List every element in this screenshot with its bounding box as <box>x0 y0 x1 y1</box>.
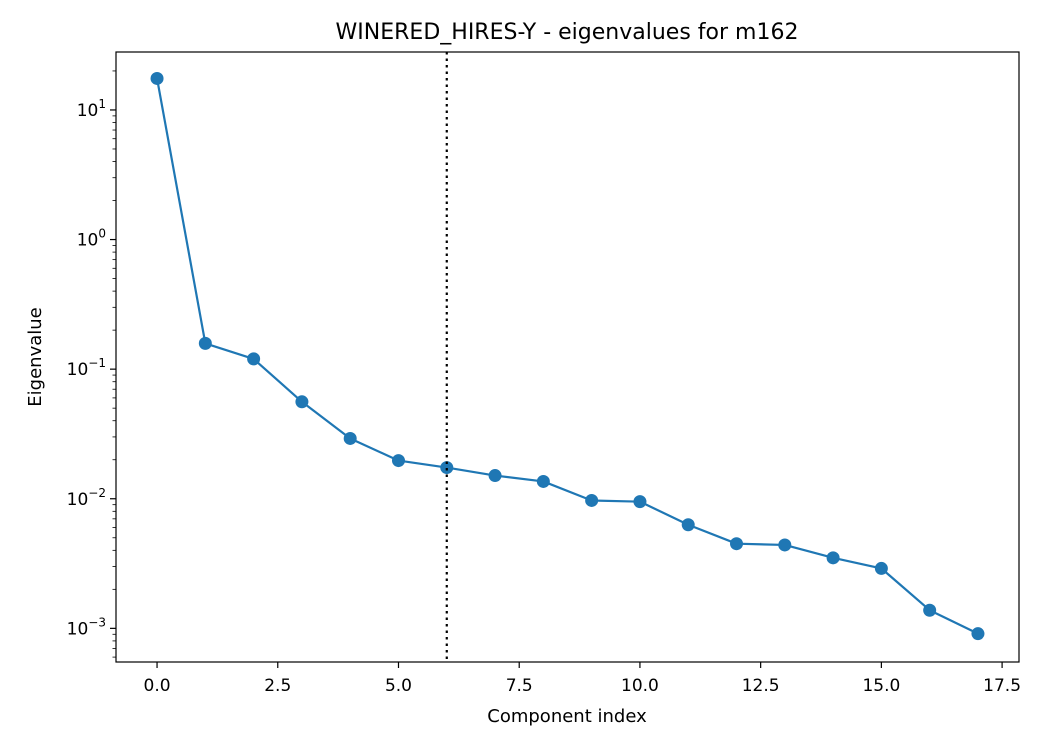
data-point <box>150 71 164 85</box>
plot-area <box>150 52 985 662</box>
x-tick-label: 0.0 <box>144 676 171 696</box>
data-point <box>971 627 985 641</box>
y-tick-label: 10−3 <box>67 615 106 639</box>
x-tick-label: 10.0 <box>621 676 659 696</box>
y-axis-label: Eigenvalue <box>25 307 46 406</box>
data-point <box>343 431 357 445</box>
data-point <box>391 454 405 468</box>
data-point <box>536 474 550 488</box>
y-axis: 10−3 10−2 10−1 100 101 <box>67 70 116 658</box>
data-point <box>440 461 454 475</box>
y-tick-label: 100 <box>77 227 106 251</box>
y-tick-label: 101 <box>77 97 106 121</box>
x-tick-label: 12.5 <box>742 676 780 696</box>
plot-frame <box>115 51 1020 663</box>
series-line <box>155 78 979 635</box>
x-tick-label: 17.5 <box>983 676 1021 696</box>
data-point <box>826 551 840 565</box>
data-point <box>730 537 744 551</box>
data-point <box>633 495 647 509</box>
data-point <box>681 518 695 532</box>
x-axis: 0.0 2.5 5.0 7.5 10.0 12.5 15.0 17.5 <box>144 662 1021 696</box>
data-point <box>923 603 937 617</box>
chart-title: WINERED_HIRES-Y - eigenvalues for m162 <box>336 20 799 45</box>
x-tick-label: 5.0 <box>385 676 412 696</box>
x-axis-label: Component index <box>487 706 647 727</box>
data-point <box>778 538 792 552</box>
y-tick-label: 10−2 <box>67 486 106 510</box>
data-point <box>488 469 502 483</box>
x-tick-label: 2.5 <box>264 676 291 696</box>
x-tick-label: 7.5 <box>506 676 533 696</box>
data-point <box>198 336 212 350</box>
x-tick-label: 15.0 <box>862 676 900 696</box>
data-point <box>247 352 261 366</box>
y-tick-label: 10−1 <box>67 356 106 380</box>
data-point <box>585 493 599 507</box>
data-point <box>874 561 888 575</box>
data-point <box>295 395 309 409</box>
